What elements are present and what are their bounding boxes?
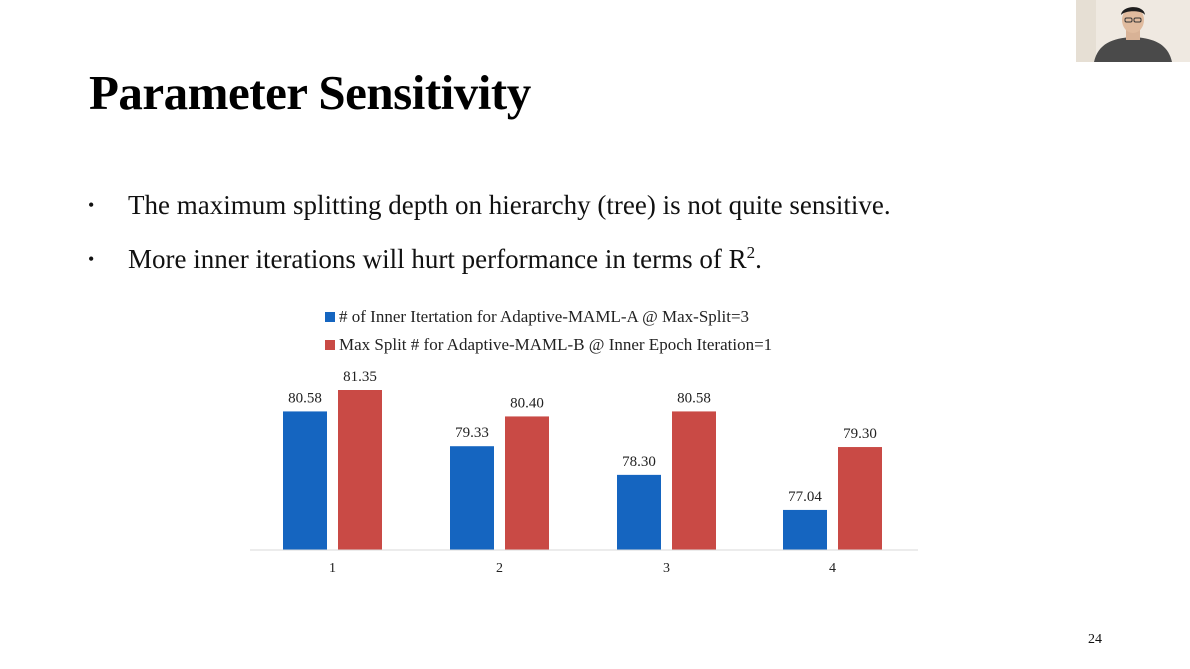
bullet-list: • The maximum splitting depth on hierarc… <box>88 178 891 286</box>
superscript-2: 2 <box>746 243 756 262</box>
data-label-series-2-cat-4: 79.30 <box>843 426 877 442</box>
bullet-text-splitting-depth: The maximum splitting depth on hierarchy… <box>128 190 891 220</box>
bullet-text-inner-iterations: More inner iterations will hurt performa… <box>128 244 747 274</box>
x-tick-label-2: 2 <box>496 561 503 576</box>
bar-series-1-cat-3 <box>617 474 661 550</box>
bullet-item: • More inner iterations will hurt perfor… <box>88 232 891 286</box>
slide-title: Parameter Sensitivity <box>89 65 531 120</box>
data-label-series-1-cat-2: 79.33 <box>455 425 489 441</box>
data-label-series-1-cat-1: 80.58 <box>288 390 322 406</box>
bar-series-2-cat-1 <box>338 390 382 550</box>
bar-series-2-cat-3 <box>672 411 716 550</box>
bullet-item: • The maximum splitting depth on hierarc… <box>88 178 891 232</box>
bar-series-1-cat-4 <box>783 509 827 550</box>
page-number: 24 <box>1088 632 1102 647</box>
x-tick-label-1: 1 <box>329 561 336 576</box>
bullet-marker: • <box>88 195 95 215</box>
x-tick-label-4: 4 <box>829 561 836 576</box>
data-label-series-2-cat-3: 80.58 <box>677 390 711 406</box>
legend-swatch-series-2 <box>325 340 335 350</box>
x-tick-label-3: 3 <box>663 561 670 576</box>
bar-series-2-cat-2 <box>505 416 549 550</box>
data-label-series-2-cat-2: 80.40 <box>510 395 544 411</box>
bar-series-1-cat-1 <box>283 411 327 550</box>
bar-series-2-cat-4 <box>838 447 882 550</box>
legend-label-series-2: Max Split # for Adaptive-MAML-B @ Inner … <box>339 335 772 354</box>
data-label-series-2-cat-1: 81.35 <box>343 369 377 385</box>
legend-swatch-series-1 <box>325 312 335 322</box>
data-label-series-1-cat-3: 78.30 <box>622 454 656 470</box>
bullet-text-period: . <box>755 244 762 274</box>
bar-series-1-cat-2 <box>450 446 494 550</box>
data-label-series-1-cat-4: 77.04 <box>788 489 822 505</box>
legend-label-series-1: # of Inner Itertation for Adaptive-MAML-… <box>339 307 749 326</box>
presenter-webcam-thumbnail <box>1076 0 1190 62</box>
bullet-marker: • <box>88 249 95 269</box>
